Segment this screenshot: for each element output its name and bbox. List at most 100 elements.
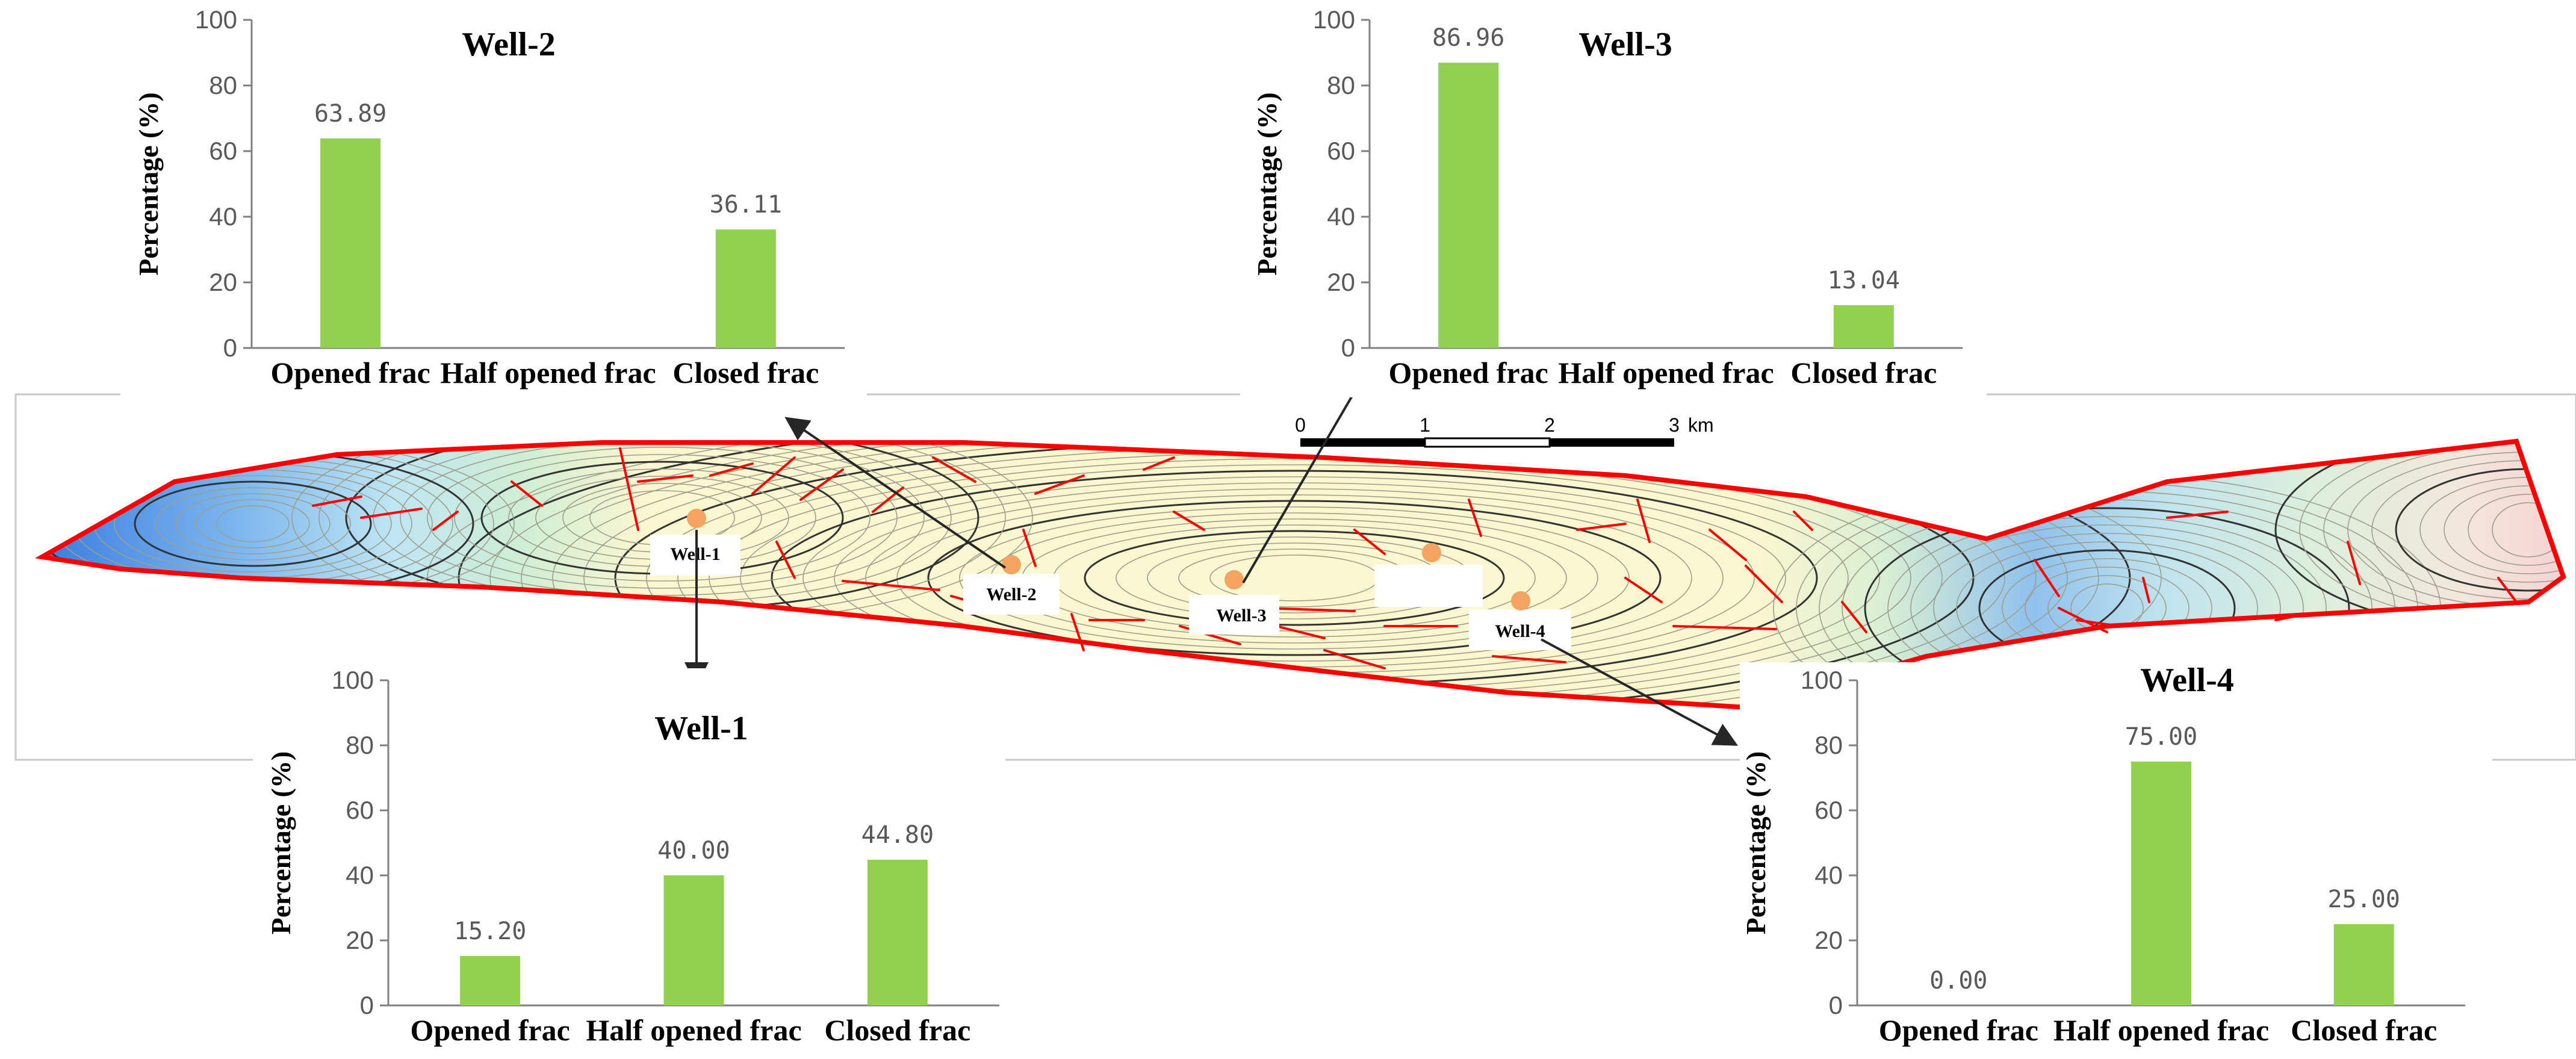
chart-well-3-y-tick-label: 100 — [1313, 5, 1355, 34]
fault-line — [1022, 529, 1037, 567]
contour-line — [583, 441, 2005, 707]
scale-tick-1: 1 — [1420, 414, 1430, 436]
chart-well-1-y-axis-label: Percentage (%) — [265, 751, 296, 934]
chart-well-1-bar — [460, 955, 521, 1005]
fault-line — [1323, 649, 1386, 669]
chart-well-3-category-label: Half opened frac — [1558, 356, 1774, 390]
chart-well-1-y-tick-label: 100 — [332, 666, 374, 694]
well-4-label: Well-4 — [1495, 621, 1545, 641]
fault-line — [619, 447, 639, 531]
fault-line — [1468, 498, 1482, 537]
fault-line — [1576, 523, 1627, 531]
chart-well-2-title: Well-2 — [462, 26, 556, 63]
well-2-marker — [1002, 555, 1021, 574]
chart-well-2-data-label: 63.89 — [314, 100, 386, 128]
chart-well-2-y-axis-label: Percentage (%) — [133, 92, 164, 275]
contour-line — [175, 493, 331, 554]
unlabeled-well-group — [1374, 543, 1483, 607]
contour-line — [2444, 485, 2563, 574]
fault-line — [2497, 577, 2518, 603]
chart-well-4-title: Well-4 — [2140, 662, 2234, 699]
contour-line — [927, 500, 1662, 656]
chart-well-2-y-tick-label: 0 — [223, 334, 237, 362]
well-1-marker — [687, 509, 706, 528]
chart-well-3-category-label: Closed frac — [1790, 356, 1937, 390]
fault-line — [1745, 565, 1783, 603]
contour-line — [1864, 507, 2350, 707]
contour-line — [196, 499, 310, 548]
fault-line — [842, 580, 940, 591]
chart-well-3-category-label: Opened frac — [1389, 356, 1548, 390]
chart-well-3: 0 20 40 60 80 100 Percentage (%) Well-3 Opened f… — [1240, 0, 1987, 397]
contour-line — [134, 480, 372, 567]
chart-well-1: 0 20 40 60 80 100 Percentage (%) Well-1 Opened f… — [253, 666, 1005, 1059]
chart-well-4-data-label: 75.00 — [2125, 723, 2197, 751]
fault-line — [775, 541, 796, 579]
chart-well-4-data-label: 0.00 — [1929, 967, 1987, 995]
callout-arrows — [684, 369, 1739, 746]
fault-line — [2347, 541, 2361, 585]
chart-well-1-title: Well-1 — [654, 710, 748, 747]
fault-line — [1709, 529, 1747, 561]
chart-well-4-bar — [2131, 762, 2191, 1005]
chart-well-1-bar — [867, 860, 928, 1005]
fault-line — [872, 486, 904, 513]
chart-well-3-bar — [1833, 305, 1894, 348]
well-4-group: Well-4 — [1469, 591, 1571, 650]
chart-well-3-title: Well-3 — [1578, 26, 1672, 63]
well-2-label-box — [963, 574, 1060, 615]
fault-line — [511, 480, 543, 507]
fault-line — [2142, 577, 2150, 603]
contour-line — [552, 441, 2037, 707]
well-2-group: Well-2 — [963, 555, 1060, 615]
chart-well-2-data-label: 36.11 — [710, 191, 782, 219]
scale-segment-2 — [1424, 437, 1551, 448]
contour-line — [155, 487, 351, 561]
contour-line — [2492, 502, 2563, 557]
contour-line — [400, 441, 925, 596]
chart-well-4-y-axis-label: Percentage (%) — [1740, 751, 1771, 934]
fault-line — [1793, 511, 1813, 531]
fault-line — [1624, 577, 1663, 603]
chart-well-2: 0 20 40 60 80 100 Percentage (%) Well-2 Opened f… — [120, 0, 867, 397]
contour-line — [1084, 530, 1505, 626]
chart-well-4-category-label: Closed frac — [2291, 1013, 2437, 1047]
fault-line — [2166, 511, 2229, 519]
chart-well-1-y-tick-label: 0 — [360, 991, 374, 1019]
fault-line — [1672, 625, 1777, 630]
fault-line — [1173, 511, 1205, 531]
fault-line — [360, 508, 423, 519]
chart-well-2-category-label: Half opened frac — [440, 356, 656, 390]
chart-well-1-y-tick-label: 60 — [346, 796, 374, 824]
map-boundary — [35, 438, 2566, 710]
chart-well-1-category-label: Opened frac — [411, 1013, 570, 1047]
fault-line — [2034, 559, 2060, 597]
chart-well-4-y-tick-label: 40 — [1814, 861, 1843, 889]
chart-well-2-bar — [715, 229, 776, 348]
chart-well-3-y-tick-label: 20 — [1327, 268, 1355, 296]
well-3-label-box — [1189, 595, 1279, 635]
scale-tick-0: 0 — [1295, 414, 1306, 436]
fault-line — [932, 456, 976, 483]
arrow-well-4 — [1541, 638, 1739, 746]
fault-line — [751, 456, 796, 495]
scale-segment-3 — [1550, 438, 1674, 447]
chart-well-3-bar — [1438, 63, 1499, 349]
scale-tick-3: 3 — [1669, 414, 1680, 436]
chart-well-4-bar — [2333, 924, 2394, 1005]
chart-well-3-y-tick-label: 60 — [1327, 137, 1355, 165]
unlabeled-well-marker — [1422, 543, 1441, 562]
well-3-group: Well-3 — [1189, 570, 1279, 635]
chart-well-4-y-tick-label: 100 — [1801, 666, 1843, 694]
chart-well-1-data-label: 44.80 — [861, 821, 934, 849]
unlabeled-well-box — [1374, 565, 1483, 607]
chart-well-2-bar — [320, 138, 381, 348]
chart-well-1-data-label: 15.20 — [454, 918, 526, 945]
chart-well-3-y-axis-label: Percentage (%) — [1252, 92, 1282, 275]
chart-well-3-data-label: 86.96 — [1432, 24, 1504, 52]
fault-line — [1492, 655, 1566, 663]
chart-well-4-category-label: Opened frac — [1879, 1013, 2038, 1047]
chart-well-4-y-tick-label: 0 — [1829, 991, 1843, 1019]
chart-well-4-data-label: 25.00 — [2327, 886, 2400, 913]
contour-line — [489, 441, 2099, 707]
